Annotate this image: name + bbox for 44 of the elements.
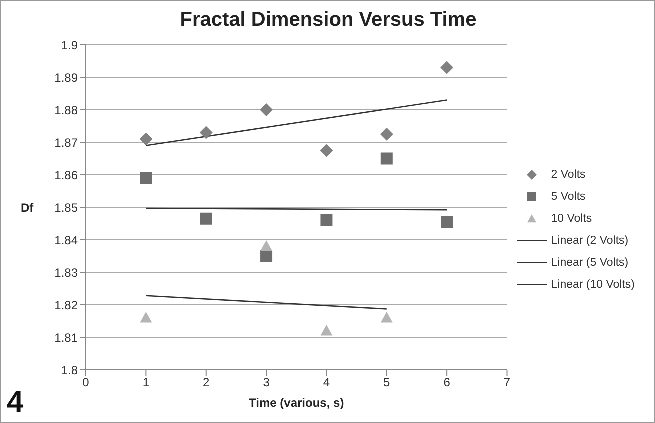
legend-label: Linear (10 Volts) [551,279,635,291]
point [441,216,454,228]
point [320,325,333,336]
x-axis-title: Time (various, s) [249,396,344,410]
point [380,152,393,165]
point [380,128,394,141]
y-tick-label: 1.8 [61,363,78,378]
y-tick-label: 1.82 [54,298,78,312]
legend-label: Linear (2 Volts) [551,235,629,247]
x-tick-label: 0 [82,376,90,390]
point [140,132,153,146]
point [380,312,393,323]
point [140,312,152,323]
legend-label: 5 Volts [551,191,586,203]
y-tick-label: 1.89 [54,70,78,85]
y-tick-label: 1.85 [54,200,78,215]
y-axis-title: Df [21,200,35,215]
point [200,212,212,225]
y-tick-label: 1.88 [54,103,78,118]
x-tick-label: 7 [504,376,511,390]
y-tick-label: 1.84 [54,233,78,248]
y-tick-label: 1.86 [54,168,78,182]
x-tick-label: 3 [263,376,270,390]
y-tick-label: 1.9 [61,38,78,52]
y-tick-label: 1.83 [54,266,78,280]
point [200,126,213,140]
chart-title: Fractal Dimension Versus Time [179,9,478,32]
x-tick-label: 2 [203,376,210,390]
y-tick-label: 1.87 [54,136,78,150]
y-tick-label: 1.81 [54,330,78,345]
legend-label: 10 Volts [551,213,592,225]
point [260,240,273,252]
x-tick-label: 1 [142,376,150,390]
legend-label: 2 Volts [551,169,586,181]
point [440,61,454,74]
point [320,214,333,226]
point [260,250,273,262]
x-tick-label: 5 [384,376,391,390]
x-tick-label: 4 [323,376,330,390]
point [140,172,152,184]
legend-label: Linear (5 Volts) [551,257,629,269]
x-tick-label: 6 [444,376,451,390]
point [320,144,334,158]
point [260,104,274,116]
